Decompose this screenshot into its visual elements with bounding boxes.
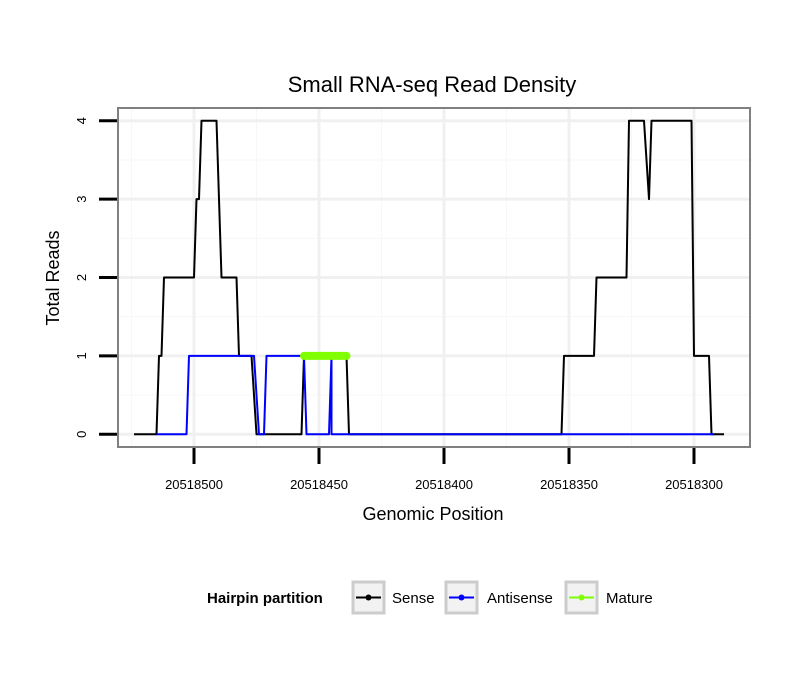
axes: 20518500 20518450 20518400 20518350 20518300… xyxy=(74,117,723,492)
series-lines xyxy=(134,119,724,436)
legend-key-point xyxy=(365,594,372,601)
legend-key-point xyxy=(578,594,585,601)
y-tick-label: 4 xyxy=(74,117,89,124)
legend-title: Hairpin partition xyxy=(207,590,323,607)
legend: Hairpin partition Sense Antisense Mature xyxy=(207,580,653,615)
y-axis-title: Total Reads xyxy=(43,230,63,325)
y-tick-label: 1 xyxy=(74,352,89,359)
legend-label-sense: Sense xyxy=(392,590,435,607)
legend-key-point xyxy=(458,594,465,601)
grid xyxy=(119,109,749,446)
x-tick-label: 20518450 xyxy=(290,477,348,492)
chart-title: Small RNA-seq Read Density xyxy=(288,72,577,97)
x-tick-label: 20518300 xyxy=(665,477,723,492)
x-axis-title: Genomic Position xyxy=(362,504,503,524)
y-tick-label: 3 xyxy=(74,196,89,203)
legend-label-antisense: Antisense xyxy=(487,590,553,607)
plot-panel-border xyxy=(117,107,751,448)
x-tick-label: 20518350 xyxy=(540,477,598,492)
x-tick-label: 20518500 xyxy=(165,477,223,492)
x-tick-label: 20518400 xyxy=(415,477,473,492)
legend-label-mature: Mature xyxy=(606,590,653,607)
y-tick-label: 0 xyxy=(74,431,89,438)
y-tick-label: 2 xyxy=(74,274,89,281)
